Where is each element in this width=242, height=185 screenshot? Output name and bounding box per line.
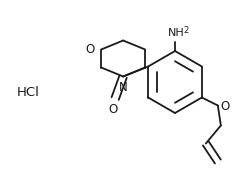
Text: O: O: [108, 103, 118, 116]
Text: NH: NH: [168, 28, 184, 38]
Text: 2: 2: [183, 26, 189, 34]
Text: N: N: [119, 81, 128, 94]
Text: O: O: [85, 43, 95, 56]
Text: HCl: HCl: [16, 85, 39, 98]
Text: O: O: [220, 100, 229, 113]
